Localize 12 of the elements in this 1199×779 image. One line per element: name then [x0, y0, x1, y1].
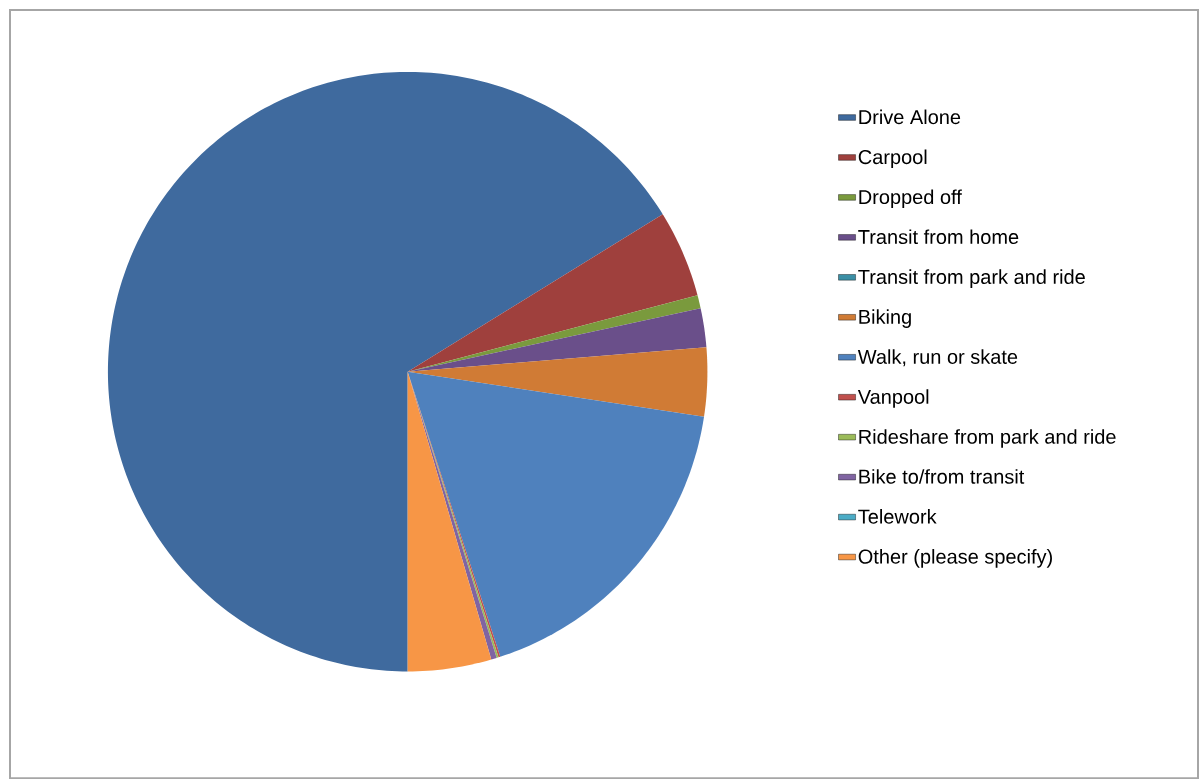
legend-label: Carpool	[858, 149, 927, 168]
legend-label: Biking	[859, 309, 911, 328]
legend-label: Rideshare from park and ride	[859, 429, 1116, 448]
legend-label: Vanpool	[857, 389, 929, 408]
legend-label: Transit from home	[858, 229, 1019, 244]
legend-label: Bike to/from transit	[859, 468, 1025, 484]
legend-label: Telework	[858, 508, 937, 524]
legend-label: Other (please specify)	[858, 548, 1052, 568]
legend-label: Dropped off	[859, 189, 962, 208]
legend-label: Walk, run or skate	[857, 349, 1018, 367]
legend-label: Transit from park and ride	[858, 269, 1085, 288]
legend-label: Drive Alone	[859, 109, 961, 125]
